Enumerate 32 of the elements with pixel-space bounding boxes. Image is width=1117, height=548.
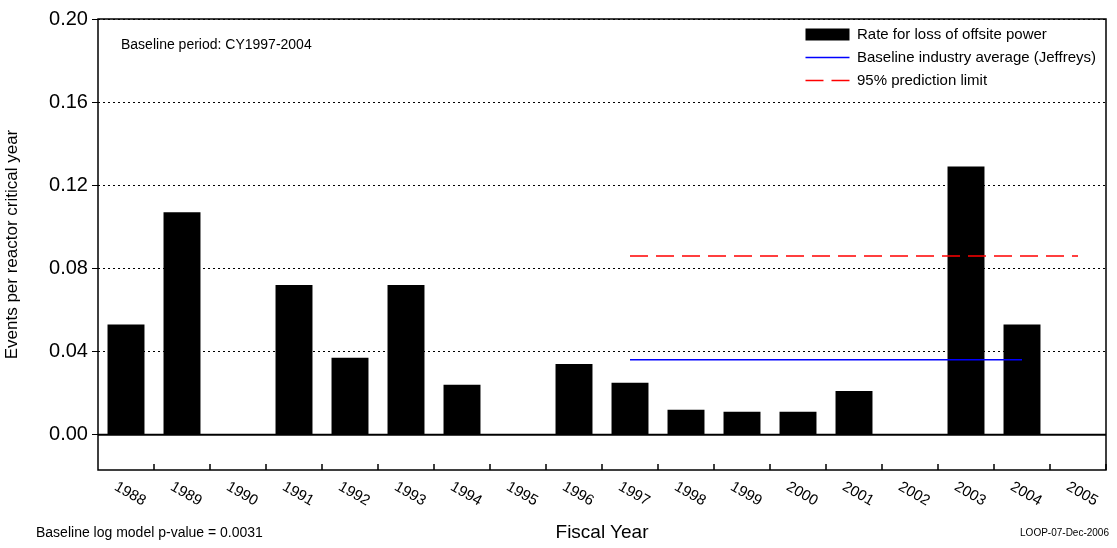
x-axis-title: Fiscal Year <box>555 520 650 542</box>
annotation: Baseline period: CY1997-2004 <box>121 36 312 52</box>
x-tick-label: 1995 <box>503 477 542 509</box>
x-tick-label: 1992 <box>335 477 374 509</box>
legend-label: 95% prediction limit <box>857 70 988 88</box>
x-tick-label: 1990 <box>223 477 262 509</box>
y-tick-label: 0.16 <box>49 89 88 112</box>
x-tick-label: 1989 <box>167 477 206 509</box>
y-tick-label: 0.12 <box>49 172 88 195</box>
x-tick-label: 1994 <box>447 477 486 509</box>
text: LOOP-07-Dec-2006 <box>1020 527 1109 538</box>
x-tick-label: 1997 <box>615 477 654 509</box>
x-tick-label: 2000 <box>783 477 822 509</box>
legend-label: Baseline industry average (Jeffreys) <box>857 47 1097 65</box>
x-tick-label: 2004 <box>1007 477 1046 509</box>
x-tick-label: 1991 <box>279 477 318 509</box>
x-tick-label: 1999 <box>727 477 766 509</box>
y-tick-label: 0.04 <box>49 339 88 362</box>
legend-label: Rate for loss of offsite power <box>857 24 1047 42</box>
y-tick-label: 0.00 <box>49 422 88 445</box>
y-tick-label: 0.08 <box>49 255 88 278</box>
x-tick-label: 1998 <box>671 477 710 509</box>
x-tick-label: 1996 <box>559 477 598 509</box>
x-tick-label: 2002 <box>895 477 934 509</box>
y-axis-title: Events per reactor critical year <box>1 129 21 360</box>
x-tick-label: 2003 <box>951 477 990 509</box>
x-tick-label: 2001 <box>839 477 878 509</box>
x-tick-label: 2005 <box>1063 477 1102 509</box>
text: Baseline log model p-value = 0.0031 <box>36 524 263 540</box>
y-tick-label: 0.20 <box>49 6 88 29</box>
x-tick-label: 1993 <box>391 477 430 509</box>
x-tick-label: 1988 <box>111 477 150 509</box>
